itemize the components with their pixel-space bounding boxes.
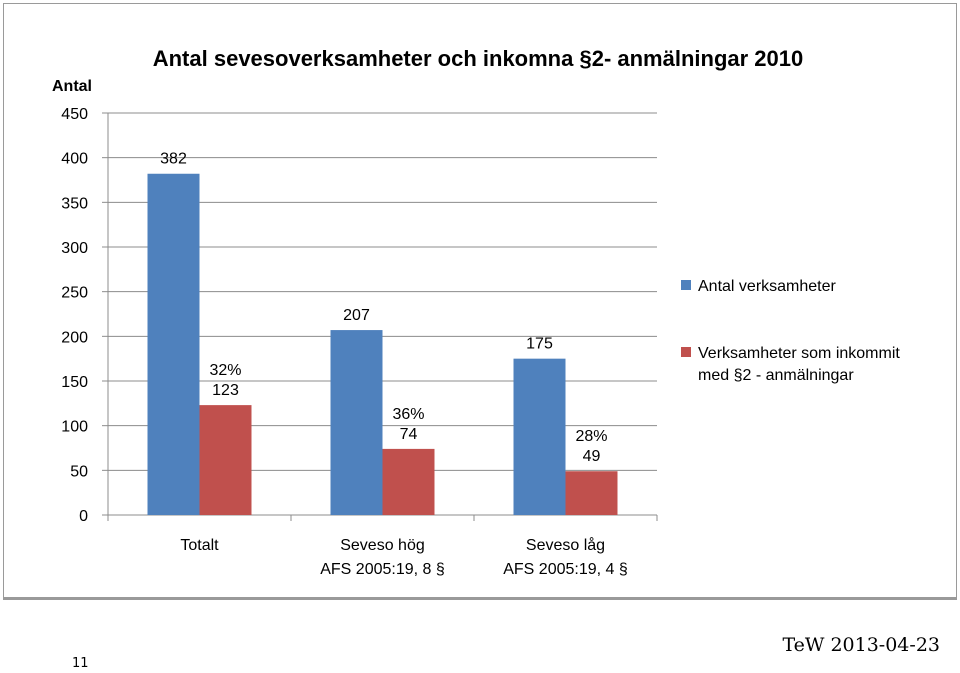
x-tick-label: Seveso hög: [340, 537, 425, 554]
bar-anmalningar: [565, 471, 618, 515]
y-tick-label: 450: [61, 106, 88, 123]
legend-label: Verksamheter som inkommit: [698, 345, 900, 362]
data-label: 123: [212, 382, 239, 399]
bar-anmalningar: [199, 405, 252, 515]
y-tick-label: 250: [61, 285, 88, 302]
y-tick-label: 100: [61, 419, 88, 436]
x-tick-label: AFS 2005:19, 4 §: [503, 561, 628, 578]
data-label: 36%: [392, 406, 424, 423]
chart-frame: Antal sevesoverksamheter och inkomna §2-…: [3, 3, 957, 600]
data-label: 207: [343, 307, 370, 324]
y-tick-label: 200: [61, 329, 88, 346]
bar-verksamheter: [330, 330, 383, 515]
legend-label: med §2 - anmälningar: [698, 367, 854, 384]
y-tick-label: 50: [70, 463, 88, 480]
y-tick-label: 0: [79, 508, 88, 525]
data-label: 175: [526, 336, 553, 353]
page-number: 11: [72, 656, 89, 671]
author-date: TeW 2013-04-23: [782, 634, 940, 656]
bar-verksamheter: [513, 358, 566, 515]
legend-label: Antal verksamheter: [698, 278, 837, 295]
y-tick-label: 400: [61, 151, 88, 168]
bar-verksamheter: [147, 173, 200, 515]
x-tick-label: Totalt: [180, 537, 219, 554]
y-tick-label: 150: [61, 374, 88, 391]
data-label: 32%: [209, 362, 241, 379]
legend-swatch: [681, 280, 691, 290]
chart-title: Antal sevesoverksamheter och inkomna §2-…: [153, 46, 804, 71]
y-tick-label: 350: [61, 195, 88, 212]
data-label: 74: [400, 426, 418, 443]
data-label: 28%: [575, 428, 607, 445]
bar-chart: Antal sevesoverksamheter och inkomna §2-…: [52, 46, 900, 578]
y-tick-label: 300: [61, 240, 88, 257]
x-tick-label: AFS 2005:19, 8 §: [320, 561, 445, 578]
data-label: 382: [160, 151, 187, 168]
y-axis-label: Antal: [52, 78, 92, 95]
data-label: 49: [583, 448, 601, 465]
bar-anmalningar: [382, 448, 435, 515]
legend-swatch: [681, 347, 691, 357]
x-tick-label: Seveso låg: [526, 536, 605, 554]
